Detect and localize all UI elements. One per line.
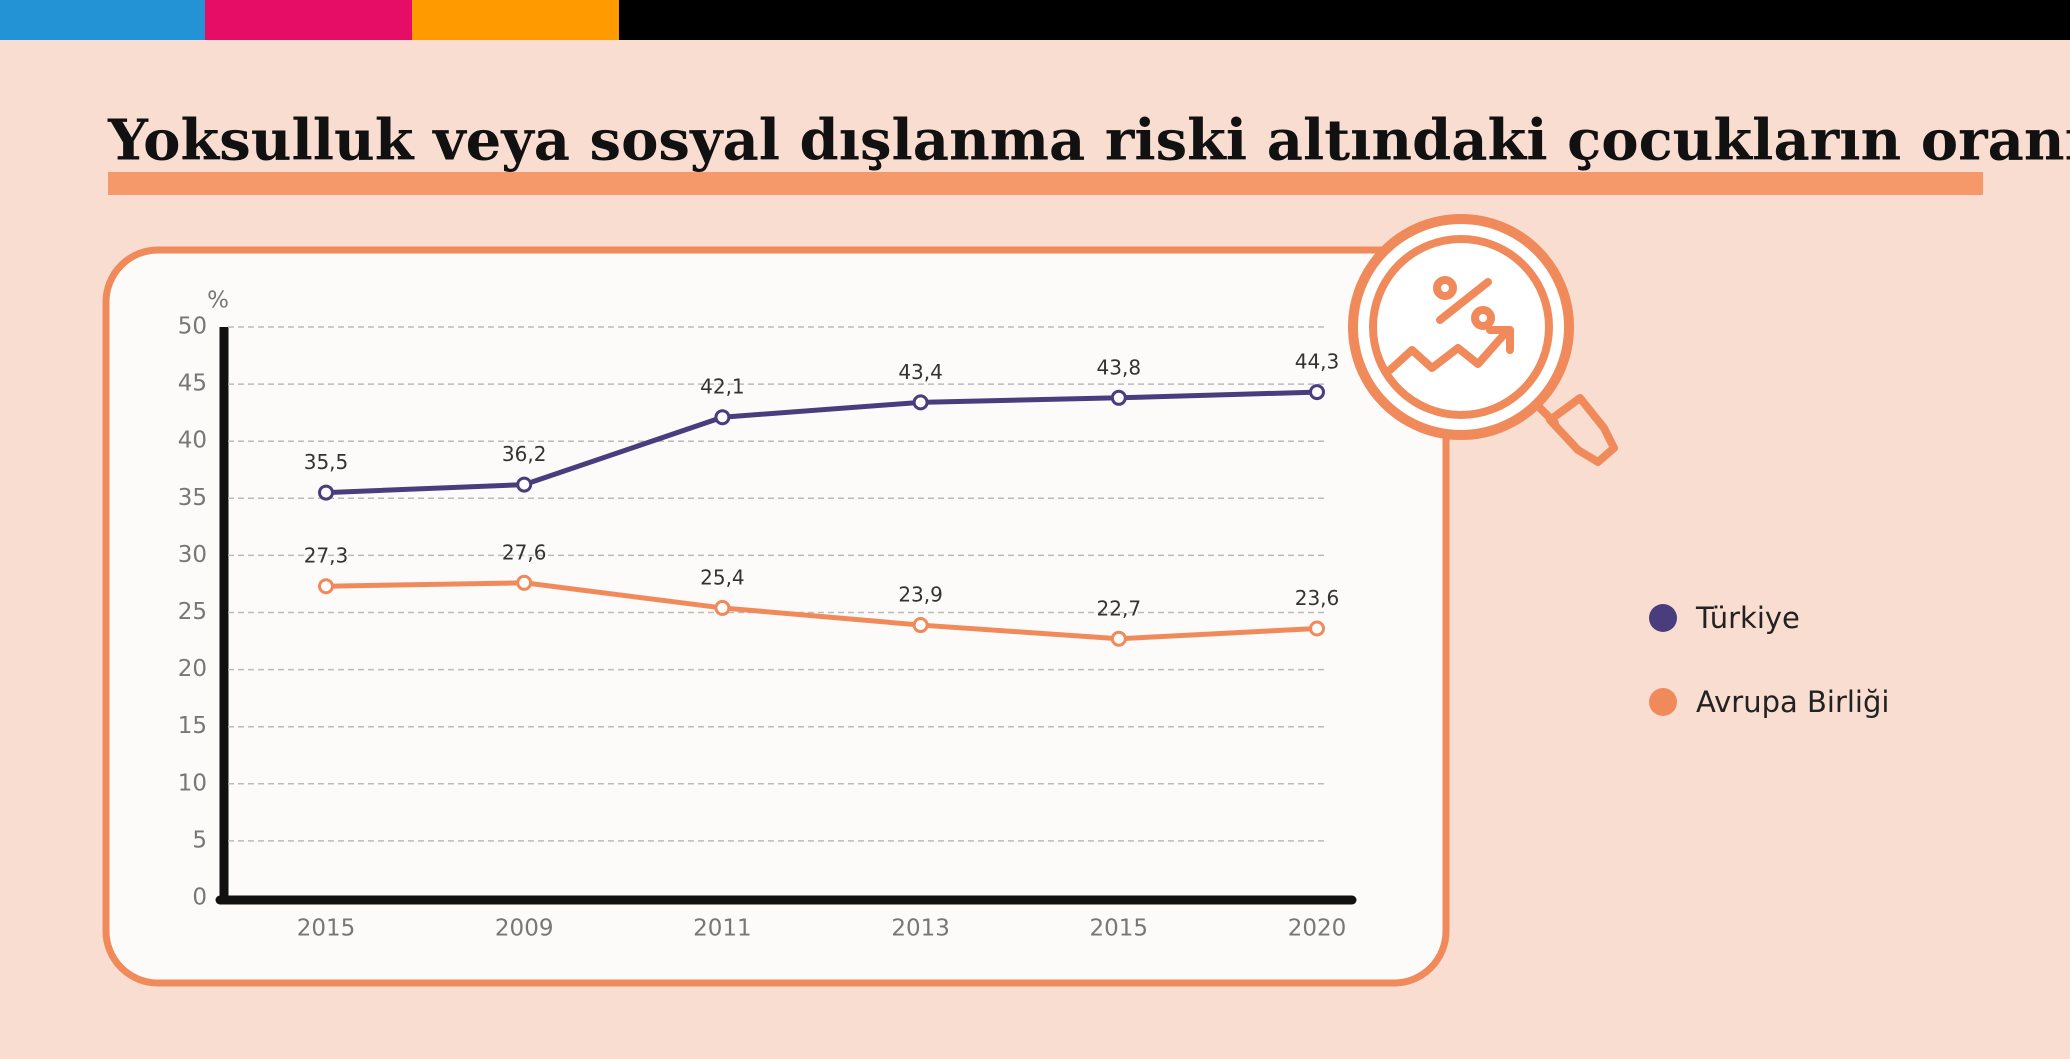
data-label: 23,9 — [898, 583, 943, 607]
data-label: 22,7 — [1097, 596, 1142, 620]
data-point — [714, 409, 731, 426]
y-tick-label: 5 — [192, 827, 207, 853]
data-point — [912, 394, 929, 411]
data-point — [714, 599, 731, 616]
data-label: 44,3 — [1295, 350, 1340, 374]
top-bar-black — [619, 0, 2070, 40]
data-label: 27,6 — [502, 540, 547, 564]
x-tick-label: 2020 — [1288, 916, 1347, 942]
x-tick-label: 2013 — [891, 916, 950, 942]
data-label: 27,3 — [304, 544, 349, 568]
data-point — [1110, 389, 1127, 406]
y-tick-label: 15 — [178, 713, 207, 739]
y-axis-label: % — [207, 288, 229, 314]
y-tick-label: 10 — [178, 770, 207, 796]
x-tick-label: 2015 — [297, 916, 356, 942]
data-label: 43,8 — [1097, 355, 1142, 379]
data-point — [318, 484, 334, 501]
data-point — [912, 617, 929, 634]
y-tick-label: 25 — [178, 599, 207, 625]
data-point — [516, 476, 533, 493]
y-tick-label: 35 — [178, 485, 207, 511]
data-point — [318, 578, 334, 595]
y-tick-label: 45 — [178, 371, 207, 397]
data-label: 23,6 — [1295, 586, 1340, 610]
legend-marker — [1649, 604, 1677, 632]
y-tick-label: 30 — [178, 542, 207, 568]
data-point — [516, 574, 533, 591]
y-tick-label: 40 — [178, 428, 207, 454]
data-label: 43,4 — [898, 360, 943, 384]
x-tick-label: 2009 — [495, 916, 554, 942]
series-line — [325, 580, 1318, 642]
top-bar-pink — [205, 0, 412, 40]
data-label: 42,1 — [700, 375, 745, 399]
magnifier-icon — [1348, 214, 1618, 466]
y-tick-label: 20 — [178, 656, 207, 682]
chart-card — [102, 246, 1450, 987]
data-point — [1110, 630, 1127, 647]
top-bar-orange — [412, 0, 619, 40]
x-tick-label: 2011 — [693, 916, 752, 942]
data-label: 25,4 — [700, 565, 745, 589]
y-tick-label: 50 — [178, 314, 207, 340]
legend-label: Avrupa Birliği — [1696, 685, 1889, 719]
y-tick-label: 0 — [192, 885, 207, 911]
series-line — [325, 389, 1318, 496]
legend-marker — [1649, 688, 1677, 716]
data-point — [1309, 384, 1325, 401]
title-underline — [108, 172, 1983, 195]
data-label: 35,5 — [304, 450, 349, 474]
top-bar-blue — [0, 0, 205, 40]
x-tick-label: 2015 — [1090, 916, 1149, 942]
data-label: 36,2 — [502, 442, 547, 466]
chart-title: Yoksulluk veya sosyal dışlanma riski alt… — [107, 108, 2070, 174]
data-point — [1309, 620, 1325, 637]
legend-label: Türkiye — [1695, 601, 1800, 635]
